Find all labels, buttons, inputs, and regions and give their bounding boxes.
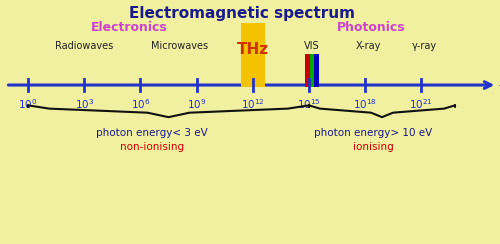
Text: ionising: ionising [353, 142, 394, 152]
Text: Photonics: Photonics [336, 21, 405, 34]
Text: Electromagnetic spectrum: Electromagnetic spectrum [128, 6, 354, 20]
Bar [305, 54, 310, 87]
Text: 10$^6$: 10$^6$ [130, 97, 150, 111]
Text: non-ionising: non-ionising [120, 142, 184, 152]
Text: 10$^9$: 10$^9$ [187, 97, 206, 111]
Text: THz: THz [236, 42, 269, 57]
Bar [314, 54, 318, 87]
Text: 10$^{15}$: 10$^{15}$ [297, 97, 321, 111]
Text: γ-ray: γ-ray [412, 41, 436, 51]
Text: VIS: VIS [304, 41, 320, 51]
Bar [310, 54, 314, 87]
Text: Microwaves: Microwaves [151, 41, 208, 51]
Text: 10$^3$: 10$^3$ [74, 97, 94, 111]
Text: 10$^{18}$: 10$^{18}$ [353, 97, 377, 111]
Text: 10$^{12}$: 10$^{12}$ [241, 97, 264, 111]
Bar [241, 22, 264, 87]
Text: Electronics: Electronics [91, 21, 168, 34]
Text: 10$^{21}$: 10$^{21}$ [410, 97, 434, 111]
Text: Radiowaves: Radiowaves [55, 41, 114, 51]
Text: photon energy> 10 eV: photon energy> 10 eV [314, 128, 432, 138]
Text: X-ray: X-ray [356, 41, 380, 51]
Text: 10$^0$: 10$^0$ [18, 97, 38, 111]
Text: photon energy< 3 eV: photon energy< 3 eV [96, 128, 208, 138]
Text: f (Hz): f (Hz) [499, 83, 500, 93]
